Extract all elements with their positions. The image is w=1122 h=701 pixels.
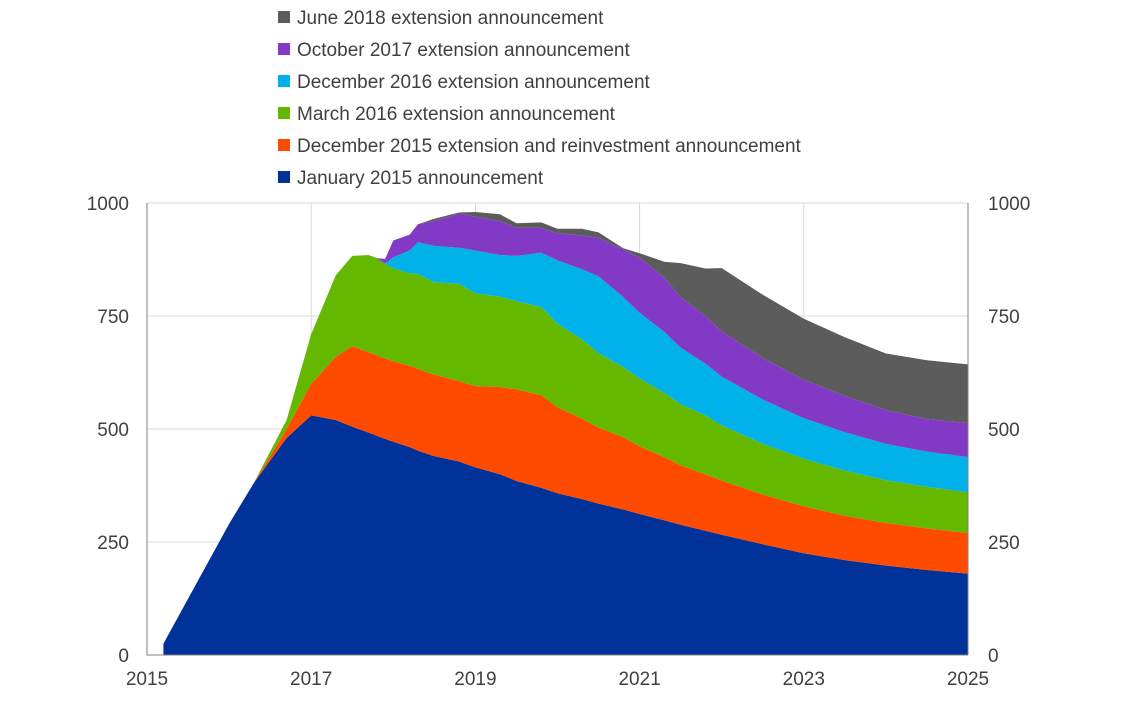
legend-swatch bbox=[278, 139, 290, 151]
x-tick-label: 2017 bbox=[290, 669, 332, 690]
legend-swatch bbox=[278, 43, 290, 55]
y-tick-label-left: 0 bbox=[118, 646, 129, 667]
legend-swatch bbox=[278, 171, 290, 183]
legend-swatch bbox=[278, 11, 290, 23]
y-tick-label-left: 500 bbox=[97, 420, 129, 441]
y-tick-label-right: 0 bbox=[988, 646, 999, 667]
y-tick-label-left: 250 bbox=[97, 533, 129, 554]
x-tick-label: 2021 bbox=[618, 669, 660, 690]
legend-label: March 2016 extension announcement bbox=[297, 104, 616, 125]
y-tick-label-left: 1000 bbox=[87, 194, 129, 215]
legend-label: October 2017 extension announcement bbox=[297, 40, 630, 61]
legend-label: December 2016 extension announcement bbox=[297, 72, 651, 93]
x-tick-label: 2025 bbox=[947, 669, 989, 690]
area-series-3 bbox=[163, 255, 968, 644]
chart-areas bbox=[163, 212, 968, 655]
legend-swatch bbox=[278, 75, 290, 87]
x-tick-label: 2023 bbox=[783, 669, 825, 690]
y-tick-label-right: 750 bbox=[988, 307, 1020, 328]
legend-label: January 2015 announcement bbox=[297, 168, 544, 189]
legend-label: December 2015 extension and reinvestment… bbox=[297, 136, 802, 157]
y-tick-label-left: 750 bbox=[97, 307, 129, 328]
x-tick-label: 2015 bbox=[126, 669, 168, 690]
y-tick-label-right: 500 bbox=[988, 420, 1020, 441]
area-series-2 bbox=[163, 346, 968, 644]
area-series-6 bbox=[163, 212, 968, 644]
chart-axes: 0 0 250 250 500 500 750 750 1000 1000 2015 2017 2019… bbox=[87, 194, 1031, 690]
chart-legend: June 2018 extension announcement October … bbox=[278, 8, 802, 189]
area-series-1 bbox=[163, 415, 968, 655]
legend-label: June 2018 extension announcement bbox=[297, 8, 604, 29]
y-tick-label-right: 250 bbox=[988, 533, 1020, 554]
legend-swatch bbox=[278, 107, 290, 119]
y-tick-label-right: 1000 bbox=[988, 194, 1030, 215]
area-series-4 bbox=[163, 242, 968, 644]
x-tick-label: 2019 bbox=[454, 669, 496, 690]
